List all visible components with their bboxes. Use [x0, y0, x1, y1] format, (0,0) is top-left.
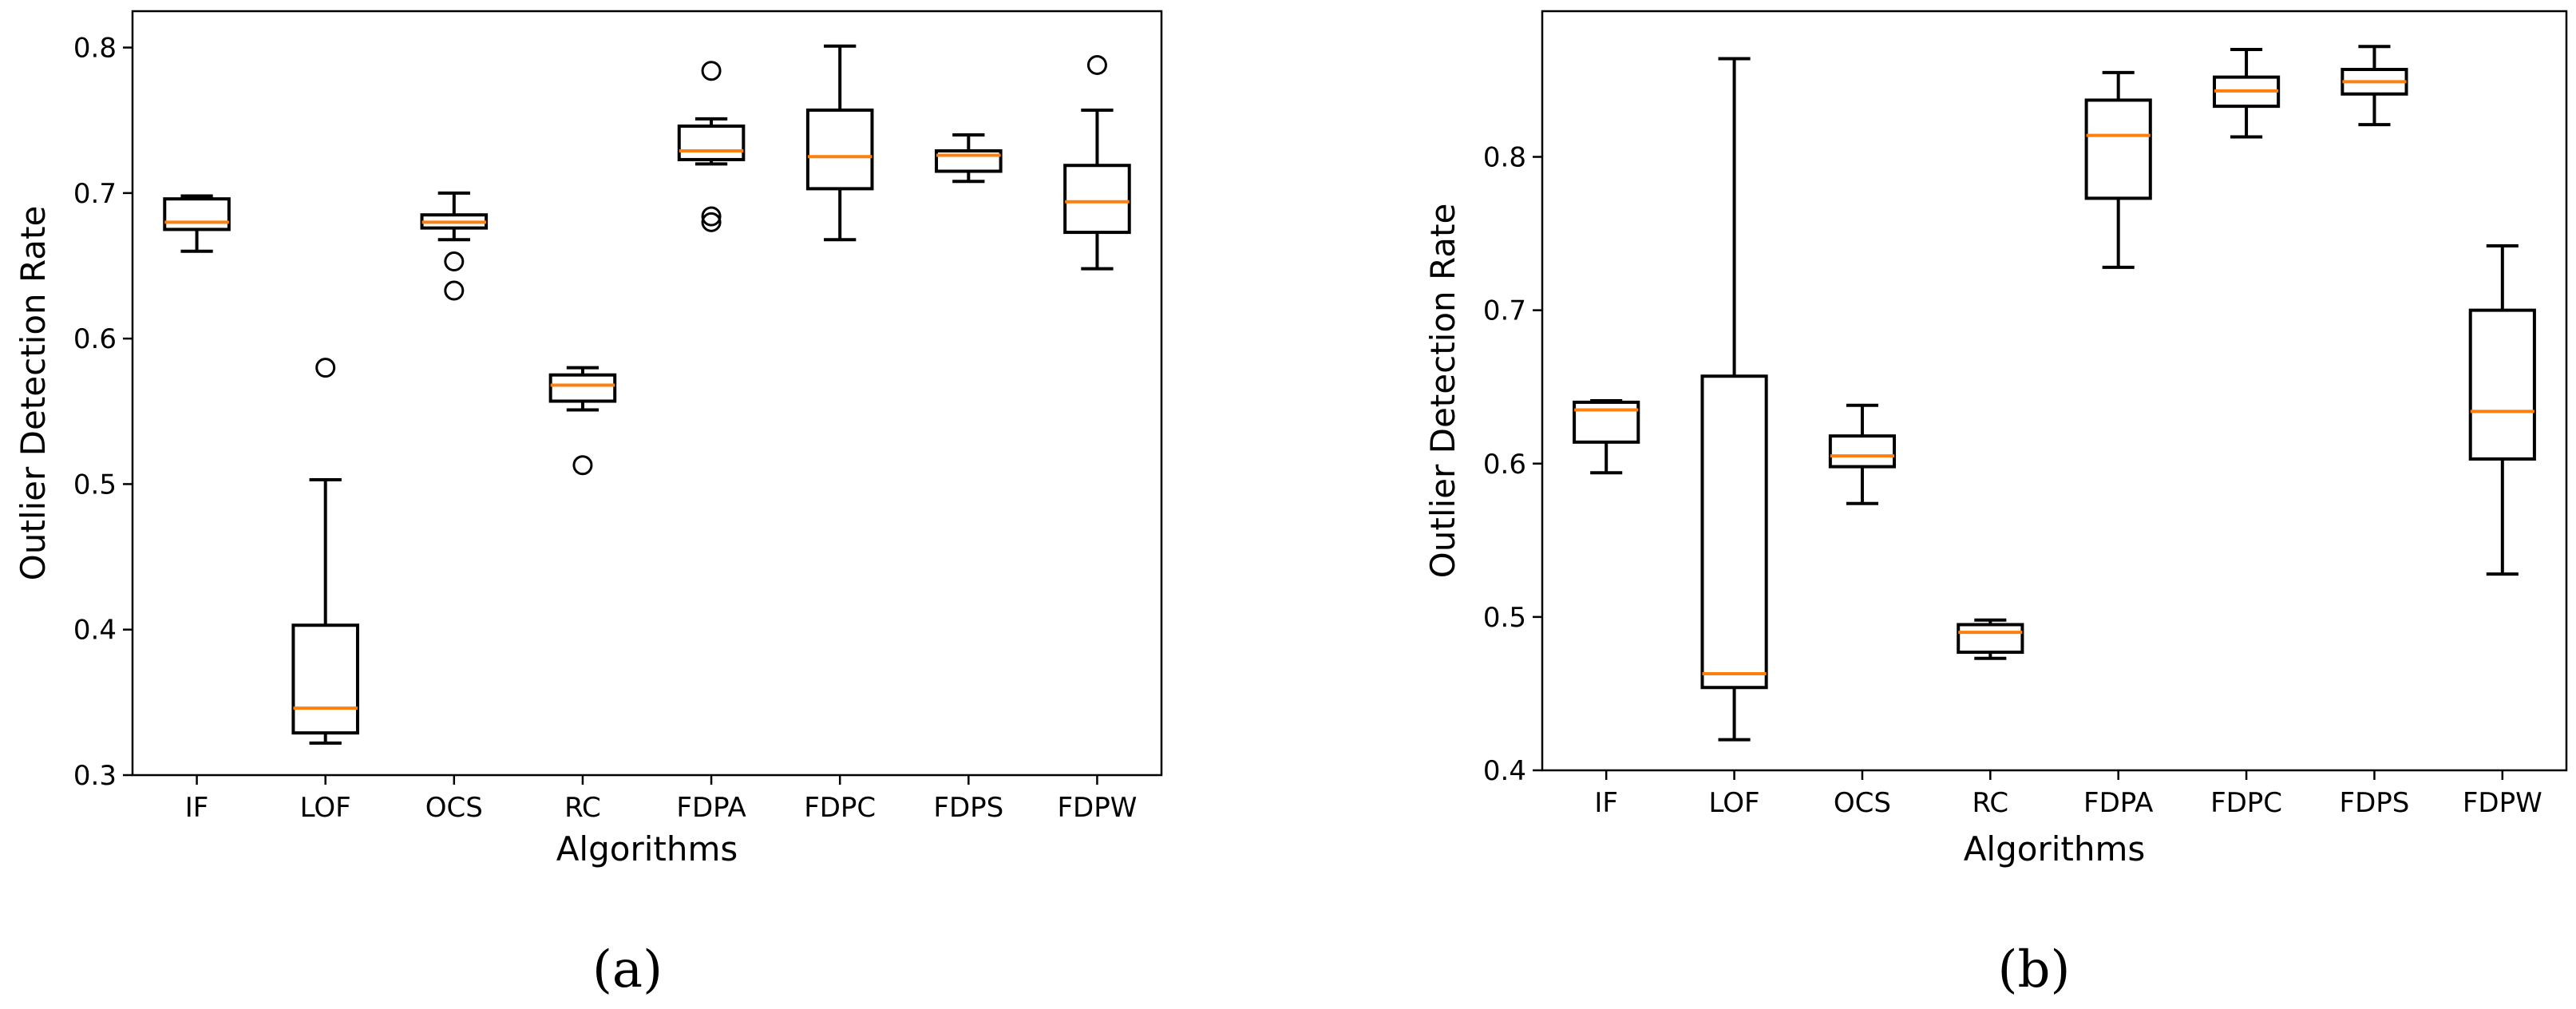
x-axis-label: Algorithms: [1964, 829, 2146, 869]
y-tick-label: 0.8: [1483, 142, 1526, 174]
x-axis-label: Algorithms: [556, 829, 738, 869]
box-rc: [1957, 618, 2024, 660]
x-tick-label: FDPC: [2210, 787, 2282, 819]
x-tick-label: IF: [1594, 787, 1618, 819]
outlier-point: [701, 206, 722, 227]
box-lof: [1700, 57, 1768, 742]
outlier-point: [572, 455, 593, 476]
x-tick-label: FDPA: [2083, 787, 2153, 819]
y-tick-label: 0.5: [73, 469, 117, 501]
y-tick-label: 0.7: [73, 178, 117, 210]
iqr-box: [291, 623, 359, 735]
panel-label: (b): [1998, 940, 2071, 999]
iqr-box: [1828, 434, 1897, 469]
iqr-box: [2468, 308, 2536, 461]
x-tick-label: FDPW: [2463, 787, 2542, 819]
panel-b: 0.4 0.5 0.6 0.7 0.8 IF LOF OCS RC FDPA FDPC FDPS FDP…: [1423, 10, 2568, 999]
box-fdpa: [2084, 70, 2152, 269]
y-tick-label: 0.7: [1483, 295, 1526, 327]
x-tick-label: OCS: [425, 792, 483, 824]
iqr-box: [2084, 98, 2152, 200]
box-fdpw: [1063, 54, 1131, 271]
x-tick-label: LOF: [1709, 787, 1760, 819]
y-tick-label: 0.4: [1483, 755, 1526, 787]
x-tick-label: RC: [1972, 787, 2008, 819]
iqr-box: [1957, 623, 2024, 655]
iqr-box: [1700, 374, 1768, 690]
iqr-box: [163, 197, 231, 231]
box-lof: [291, 358, 359, 745]
y-tick-label: 0.4: [73, 615, 117, 647]
box-ocs: [1828, 403, 1897, 505]
x-tick-label: IF: [185, 792, 209, 824]
box-fdpc: [2212, 48, 2281, 139]
outlier-point: [315, 358, 336, 378]
outlier-point: [444, 251, 465, 272]
box-rc: [548, 366, 617, 476]
box-ocs: [420, 191, 489, 301]
box-fdpc: [805, 44, 874, 242]
box-fdps: [2341, 45, 2408, 127]
y-tick-label: 0.3: [73, 760, 117, 792]
panel-a: 0.3 0.4 0.5 0.6 0.7 0.8 IF LOF OCS RC FDPA FDPC FDPS…: [14, 10, 1163, 999]
x-tick-label: FDPW: [1058, 792, 1138, 824]
x-tick-label: FDPS: [933, 792, 1003, 824]
y-tick-label: 0.6: [73, 323, 117, 355]
x-tick-label: RC: [564, 792, 601, 824]
x-tick-label: FDPS: [2340, 787, 2410, 819]
outlier-point: [701, 212, 722, 232]
y-tick-label: 0.8: [73, 33, 117, 65]
iqr-box: [935, 148, 1003, 173]
box-if: [163, 194, 231, 253]
iqr-box: [1063, 164, 1131, 235]
iqr-box: [1573, 400, 1640, 444]
box-fdps: [935, 133, 1003, 184]
iqr-box: [805, 108, 874, 191]
iqr-box: [677, 125, 746, 161]
box-fdpw: [2468, 243, 2536, 576]
outlier-point: [444, 280, 465, 301]
iqr-box: [548, 373, 617, 403]
x-tick-label: FDPA: [676, 792, 746, 824]
y-tick-label: 0.6: [1483, 449, 1526, 481]
x-tick-label: OCS: [1834, 787, 1891, 819]
x-tick-label: FDPC: [804, 792, 876, 824]
panel-label: (a): [592, 940, 663, 999]
y-axis-label: Outlier Detection Rate: [14, 206, 53, 581]
outlier-point: [701, 61, 722, 81]
y-tick-label: 0.5: [1483, 602, 1526, 634]
box-fdpa: [677, 61, 746, 232]
plot-frame: [131, 10, 1163, 777]
x-tick-label: LOF: [300, 792, 351, 824]
plot-frame: [1541, 10, 2568, 772]
y-axis-label: Outlier Detection Rate: [1423, 204, 1462, 579]
outlier-point: [1086, 54, 1107, 75]
box-if: [1573, 398, 1640, 475]
